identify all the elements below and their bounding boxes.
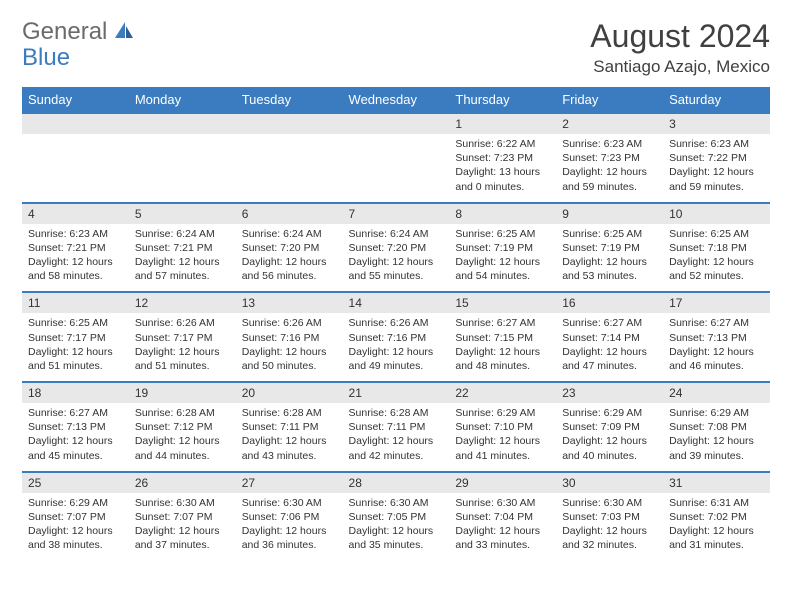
day-number-cell: 20 (236, 382, 343, 403)
day-content-cell: Sunrise: 6:30 AMSunset: 7:05 PMDaylight:… (343, 493, 450, 561)
content-row: Sunrise: 6:25 AMSunset: 7:17 PMDaylight:… (22, 313, 770, 382)
day-header-row: Sunday Monday Tuesday Wednesday Thursday… (22, 87, 770, 113)
day-content-cell: Sunrise: 6:28 AMSunset: 7:11 PMDaylight:… (343, 403, 450, 472)
day-header: Tuesday (236, 87, 343, 113)
day-content-cell (236, 134, 343, 203)
day-content-cell: Sunrise: 6:29 AMSunset: 7:07 PMDaylight:… (22, 493, 129, 561)
brand-part2: Blue (22, 44, 70, 71)
brand-sail-icon (113, 20, 135, 45)
day-number-cell: 6 (236, 203, 343, 224)
day-number-cell: 11 (22, 292, 129, 313)
title-block: August 2024 Santiago Azajo, Mexico (590, 18, 770, 77)
day-header: Sunday (22, 87, 129, 113)
month-title: August 2024 (590, 18, 770, 55)
day-number-cell (343, 113, 450, 134)
content-row: Sunrise: 6:22 AMSunset: 7:23 PMDaylight:… (22, 134, 770, 203)
day-number-cell: 25 (22, 472, 129, 493)
day-number-cell: 13 (236, 292, 343, 313)
day-content-cell: Sunrise: 6:23 AMSunset: 7:21 PMDaylight:… (22, 224, 129, 293)
daynum-row: 11121314151617 (22, 292, 770, 313)
day-number-cell: 28 (343, 472, 450, 493)
day-number-cell: 2 (556, 113, 663, 134)
day-number-cell: 19 (129, 382, 236, 403)
brand-logo: General (22, 18, 137, 46)
page-header: General August 2024 Santiago Azajo, Mexi… (22, 18, 770, 77)
daynum-row: 45678910 (22, 203, 770, 224)
day-content-cell: Sunrise: 6:27 AMSunset: 7:14 PMDaylight:… (556, 313, 663, 382)
day-number-cell: 3 (663, 113, 770, 134)
calendar-table: Sunday Monday Tuesday Wednesday Thursday… (22, 87, 770, 560)
day-content-cell: Sunrise: 6:30 AMSunset: 7:03 PMDaylight:… (556, 493, 663, 561)
day-header: Friday (556, 87, 663, 113)
day-content-cell (343, 134, 450, 203)
day-content-cell: Sunrise: 6:24 AMSunset: 7:21 PMDaylight:… (129, 224, 236, 293)
daynum-row: 123 (22, 113, 770, 134)
day-content-cell (129, 134, 236, 203)
content-row: Sunrise: 6:29 AMSunset: 7:07 PMDaylight:… (22, 493, 770, 561)
day-number-cell (236, 113, 343, 134)
daynum-row: 18192021222324 (22, 382, 770, 403)
day-number-cell: 21 (343, 382, 450, 403)
day-content-cell: Sunrise: 6:29 AMSunset: 7:10 PMDaylight:… (449, 403, 556, 472)
day-content-cell: Sunrise: 6:30 AMSunset: 7:06 PMDaylight:… (236, 493, 343, 561)
day-content-cell: Sunrise: 6:26 AMSunset: 7:16 PMDaylight:… (236, 313, 343, 382)
day-content-cell: Sunrise: 6:25 AMSunset: 7:19 PMDaylight:… (449, 224, 556, 293)
day-content-cell: Sunrise: 6:28 AMSunset: 7:12 PMDaylight:… (129, 403, 236, 472)
day-number-cell: 16 (556, 292, 663, 313)
brand-part2-wrap: Blue (22, 44, 70, 72)
day-number-cell (22, 113, 129, 134)
day-number-cell: 29 (449, 472, 556, 493)
day-number-cell: 14 (343, 292, 450, 313)
day-content-cell: Sunrise: 6:27 AMSunset: 7:15 PMDaylight:… (449, 313, 556, 382)
day-content-cell: Sunrise: 6:25 AMSunset: 7:17 PMDaylight:… (22, 313, 129, 382)
day-number-cell: 26 (129, 472, 236, 493)
day-content-cell: Sunrise: 6:30 AMSunset: 7:04 PMDaylight:… (449, 493, 556, 561)
day-number-cell: 18 (22, 382, 129, 403)
day-content-cell: Sunrise: 6:24 AMSunset: 7:20 PMDaylight:… (236, 224, 343, 293)
day-number-cell: 30 (556, 472, 663, 493)
day-content-cell: Sunrise: 6:30 AMSunset: 7:07 PMDaylight:… (129, 493, 236, 561)
day-content-cell: Sunrise: 6:29 AMSunset: 7:08 PMDaylight:… (663, 403, 770, 472)
day-number-cell: 24 (663, 382, 770, 403)
day-header: Saturday (663, 87, 770, 113)
brand-part1: General (22, 18, 107, 46)
day-content-cell: Sunrise: 6:28 AMSunset: 7:11 PMDaylight:… (236, 403, 343, 472)
day-number-cell: 22 (449, 382, 556, 403)
day-content-cell: Sunrise: 6:23 AMSunset: 7:23 PMDaylight:… (556, 134, 663, 203)
day-content-cell (22, 134, 129, 203)
day-number-cell: 17 (663, 292, 770, 313)
day-content-cell: Sunrise: 6:24 AMSunset: 7:20 PMDaylight:… (343, 224, 450, 293)
day-header: Wednesday (343, 87, 450, 113)
day-number-cell: 31 (663, 472, 770, 493)
day-number-cell: 23 (556, 382, 663, 403)
day-content-cell: Sunrise: 6:25 AMSunset: 7:18 PMDaylight:… (663, 224, 770, 293)
day-number-cell: 4 (22, 203, 129, 224)
day-number-cell (129, 113, 236, 134)
day-number-cell: 9 (556, 203, 663, 224)
day-content-cell: Sunrise: 6:26 AMSunset: 7:16 PMDaylight:… (343, 313, 450, 382)
day-content-cell: Sunrise: 6:27 AMSunset: 7:13 PMDaylight:… (22, 403, 129, 472)
content-row: Sunrise: 6:27 AMSunset: 7:13 PMDaylight:… (22, 403, 770, 472)
day-content-cell: Sunrise: 6:31 AMSunset: 7:02 PMDaylight:… (663, 493, 770, 561)
daynum-row: 25262728293031 (22, 472, 770, 493)
day-number-cell: 12 (129, 292, 236, 313)
day-header: Monday (129, 87, 236, 113)
day-number-cell: 27 (236, 472, 343, 493)
location-text: Santiago Azajo, Mexico (590, 57, 770, 77)
day-number-cell: 15 (449, 292, 556, 313)
day-content-cell: Sunrise: 6:23 AMSunset: 7:22 PMDaylight:… (663, 134, 770, 203)
day-content-cell: Sunrise: 6:25 AMSunset: 7:19 PMDaylight:… (556, 224, 663, 293)
day-content-cell: Sunrise: 6:22 AMSunset: 7:23 PMDaylight:… (449, 134, 556, 203)
day-header: Thursday (449, 87, 556, 113)
day-content-cell: Sunrise: 6:29 AMSunset: 7:09 PMDaylight:… (556, 403, 663, 472)
day-number-cell: 8 (449, 203, 556, 224)
day-number-cell: 5 (129, 203, 236, 224)
day-number-cell: 7 (343, 203, 450, 224)
day-number-cell: 1 (449, 113, 556, 134)
content-row: Sunrise: 6:23 AMSunset: 7:21 PMDaylight:… (22, 224, 770, 293)
day-number-cell: 10 (663, 203, 770, 224)
day-content-cell: Sunrise: 6:27 AMSunset: 7:13 PMDaylight:… (663, 313, 770, 382)
day-content-cell: Sunrise: 6:26 AMSunset: 7:17 PMDaylight:… (129, 313, 236, 382)
